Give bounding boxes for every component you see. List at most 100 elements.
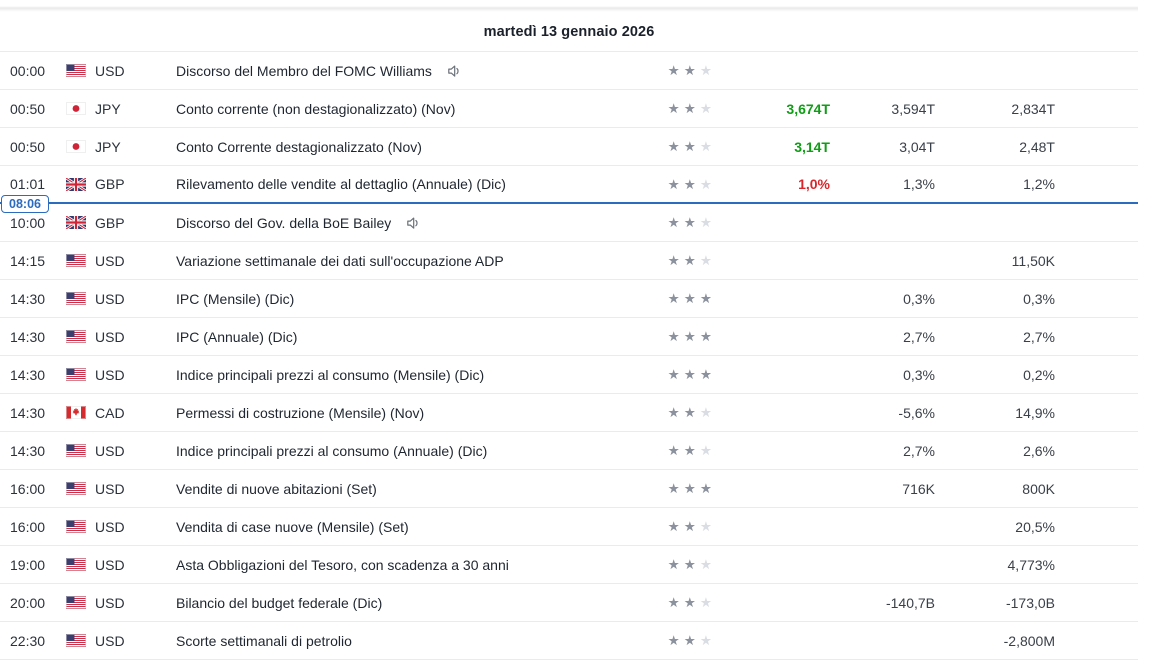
event-row[interactable]: 00:50 JPY Conto corrente (non destagiona… bbox=[0, 90, 1138, 128]
us-flag-icon bbox=[66, 254, 86, 267]
currency-cell: USD bbox=[66, 557, 176, 573]
star-filled-icon: ★ bbox=[699, 329, 712, 344]
star-filled-icon: ★ bbox=[667, 557, 680, 572]
ca-flag-icon bbox=[66, 406, 86, 419]
event-row[interactable]: 00:00 USD Discorso del Membro del FOMC W… bbox=[0, 52, 1138, 90]
star-filled-icon: ★ bbox=[683, 253, 696, 268]
importance-stars: ★ ★ ★ bbox=[638, 404, 712, 421]
header-shadow bbox=[0, 0, 1138, 12]
event-name[interactable]: Conto corrente (non destagionalizzato) (… bbox=[176, 101, 638, 117]
currency-code: USD bbox=[95, 366, 125, 383]
previous-value: 0,2% bbox=[1023, 366, 1055, 383]
currency-code: USD bbox=[95, 480, 125, 497]
previous-value: 800K bbox=[1022, 480, 1055, 497]
event-name[interactable]: IPC (Mensile) (Dic) bbox=[176, 291, 638, 307]
us-flag-icon bbox=[66, 596, 86, 609]
event-row[interactable]: 14:15 USD Variazione settimanale dei dat… bbox=[0, 242, 1138, 280]
event-time: 16:00 bbox=[10, 480, 46, 497]
star-filled-icon: ★ bbox=[683, 215, 696, 230]
event-name[interactable]: Vendite di nuove abitazioni (Set) bbox=[176, 481, 638, 497]
currency-cell: USD bbox=[66, 633, 176, 649]
event-name[interactable]: Permessi di costruzione (Mensile) (Nov) bbox=[176, 405, 638, 421]
forecast-value: 1,3% bbox=[903, 176, 935, 192]
currency-code: USD bbox=[95, 518, 125, 535]
event-title: Rilevamento delle vendite al dettaglio (… bbox=[176, 176, 506, 192]
star-filled-icon: ★ bbox=[667, 215, 680, 230]
importance-stars: ★ ★ ★ bbox=[638, 556, 712, 573]
event-title: Variazione settimanale dei dati sull'occ… bbox=[176, 252, 504, 269]
forecast-value: 0,3% bbox=[903, 366, 935, 383]
event-time: 14:30 bbox=[10, 442, 46, 459]
event-title: Indice principali prezzi al consumo (Ann… bbox=[176, 442, 488, 459]
event-time: 19:00 bbox=[10, 556, 46, 573]
event-name[interactable]: Conto Corrente destagionalizzato (Nov) bbox=[176, 139, 638, 155]
star-filled-icon: ★ bbox=[667, 176, 680, 192]
event-time: 00:50 bbox=[10, 100, 46, 117]
star-filled-icon: ★ bbox=[667, 443, 680, 458]
event-row[interactable]: 14:30 USD Indice principali prezzi al co… bbox=[0, 432, 1138, 470]
event-time: 00:00 bbox=[10, 62, 46, 79]
forecast-value: 716K bbox=[902, 480, 935, 497]
gb-flag-icon bbox=[66, 216, 86, 229]
event-row[interactable]: 19:00 USD Asta Obbligazioni del Tesoro, … bbox=[0, 546, 1138, 584]
us-flag-icon bbox=[66, 64, 86, 77]
event-name[interactable]: Discorso del Membro del FOMC Williams bbox=[176, 63, 638, 79]
event-name[interactable]: Vendita di case nuove (Mensile) (Set) bbox=[176, 519, 638, 535]
importance-stars: ★ ★ ★ bbox=[638, 594, 712, 611]
currency-cell: GBP bbox=[66, 215, 176, 231]
star-empty-icon: ★ bbox=[699, 253, 712, 268]
star-filled-icon: ★ bbox=[699, 367, 712, 382]
currency-cell: USD bbox=[66, 63, 176, 79]
jp-flag-icon bbox=[66, 102, 86, 115]
event-row[interactable]: 16:00 USD Vendite di nuove abitazioni (S… bbox=[0, 470, 1138, 508]
event-row[interactable]: 14:30 USD Indice principali prezzi al co… bbox=[0, 356, 1138, 394]
us-flag-icon bbox=[66, 330, 86, 343]
event-name[interactable]: Indice principali prezzi al consumo (Men… bbox=[176, 367, 638, 383]
star-empty-icon: ★ bbox=[699, 176, 712, 192]
event-time: 14:30 bbox=[10, 366, 46, 383]
event-row[interactable]: 22:30 USD Scorte settimanali di petrolio… bbox=[0, 622, 1138, 660]
star-filled-icon: ★ bbox=[683, 329, 696, 344]
star-filled-icon: ★ bbox=[683, 101, 696, 116]
event-row[interactable]: 20:00 USD Bilancio del budget federale (… bbox=[0, 584, 1138, 622]
star-filled-icon: ★ bbox=[683, 405, 696, 420]
previous-value: 2,834T bbox=[1011, 100, 1055, 117]
currency-cell: USD bbox=[66, 253, 176, 269]
event-name[interactable]: Asta Obbligazioni del Tesoro, con scaden… bbox=[176, 557, 638, 573]
star-filled-icon: ★ bbox=[667, 595, 680, 610]
speaker-icon bbox=[407, 217, 418, 229]
star-filled-icon: ★ bbox=[667, 291, 680, 306]
event-name[interactable]: Rilevamento delle vendite al dettaglio (… bbox=[176, 176, 638, 192]
event-name[interactable]: Bilancio del budget federale (Dic) bbox=[176, 595, 638, 611]
event-time: 20:00 bbox=[10, 594, 46, 611]
forecast-value: -140,7B bbox=[885, 594, 935, 611]
event-name[interactable]: Scorte settimanali di petrolio bbox=[176, 633, 638, 649]
event-name[interactable]: Indice principali prezzi al consumo (Ann… bbox=[176, 443, 638, 459]
event-name[interactable]: IPC (Annuale) (Dic) bbox=[176, 329, 638, 345]
previous-value: -173,0B bbox=[1005, 594, 1055, 611]
star-empty-icon: ★ bbox=[699, 633, 712, 648]
event-name[interactable]: Discorso del Gov. della BoE Bailey bbox=[176, 215, 638, 231]
event-row[interactable]: 00:50 JPY Conto Corrente destagionalizza… bbox=[0, 128, 1138, 166]
importance-stars: ★ ★ ★ bbox=[638, 290, 712, 307]
star-filled-icon: ★ bbox=[667, 101, 680, 116]
event-row[interactable]: 14:30 USD IPC (Mensile) (Dic) ★ ★ ★ 0,3% 0… bbox=[0, 280, 1138, 318]
star-empty-icon: ★ bbox=[699, 595, 712, 610]
star-filled-icon: ★ bbox=[699, 481, 712, 496]
previous-value: 2,6% bbox=[1023, 442, 1055, 459]
currency-cell: GBP bbox=[66, 176, 176, 192]
event-row[interactable]: 10:00 GBP Discorso del Gov. della BoE Ba… bbox=[0, 204, 1138, 242]
star-filled-icon: ★ bbox=[683, 481, 696, 496]
importance-stars: ★ ★ ★ bbox=[638, 252, 712, 269]
us-flag-icon bbox=[66, 444, 86, 457]
currency-cell: CAD bbox=[66, 405, 176, 421]
importance-stars: ★ ★ ★ bbox=[638, 366, 712, 383]
event-row[interactable]: 14:30 CAD Permessi di costruzione (Mensi… bbox=[0, 394, 1138, 432]
event-name[interactable]: Variazione settimanale dei dati sull'occ… bbox=[176, 253, 638, 269]
star-filled-icon: ★ bbox=[667, 63, 680, 78]
event-row[interactable]: 14:30 USD IPC (Annuale) (Dic) ★ ★ ★ 2,7% 2… bbox=[0, 318, 1138, 356]
currency-code: JPY bbox=[95, 100, 121, 117]
event-row[interactable]: 01:01 GBP Rilevamento delle vendite al d… bbox=[0, 166, 1138, 213]
event-row[interactable]: 16:00 USD Vendita di case nuove (Mensile… bbox=[0, 508, 1138, 546]
star-filled-icon: ★ bbox=[683, 519, 696, 534]
